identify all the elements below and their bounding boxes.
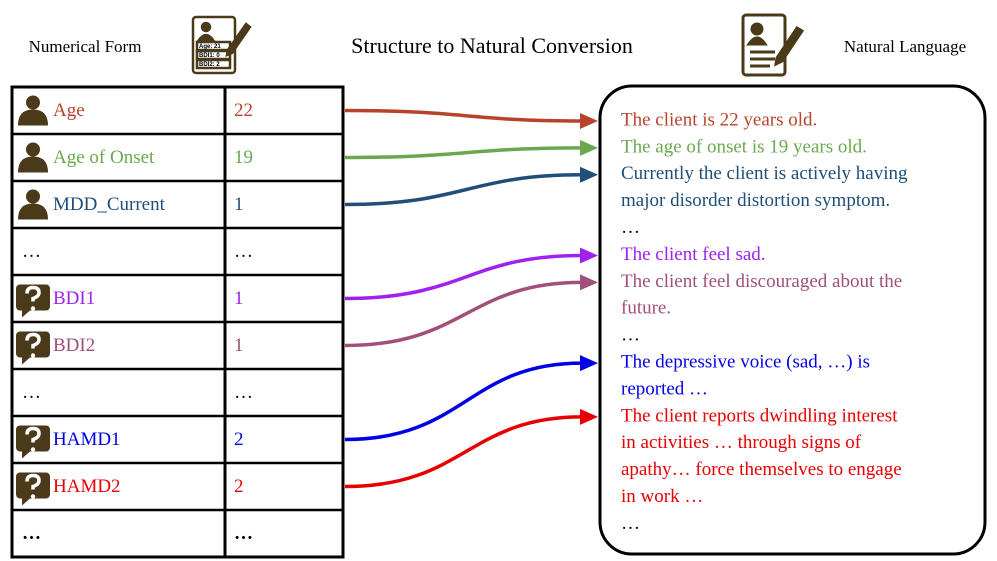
row-label: …: [22, 523, 41, 544]
icon-body: [18, 203, 48, 220]
arrow: [344, 415, 583, 489]
row-label: BDI1: [53, 288, 95, 309]
sentence-line: The depressive voice (sad, …) is: [621, 351, 870, 372]
sentence-line: The client reports dwindling interest: [621, 405, 898, 426]
arrow: [344, 173, 583, 207]
arrow-head: [580, 355, 598, 372]
icon-head: [26, 142, 40, 157]
left-label: Numerical Form: [29, 37, 142, 56]
row-value: …: [234, 241, 253, 262]
row-value: 1: [234, 288, 244, 309]
person-icon: [18, 189, 48, 220]
form-icon-text: Age: 21: [199, 44, 221, 50]
question-icon: [16, 331, 50, 365]
question-icon: [16, 472, 50, 506]
icon-head: [26, 95, 40, 110]
icon-body: [18, 109, 48, 126]
sentence-line: The age of onset is 19 years old.: [621, 136, 867, 157]
row-label: HAMD2: [53, 476, 121, 497]
row-value: 1: [234, 194, 244, 215]
arrow: [344, 253, 583, 301]
title: Structure to Natural Conversion: [351, 33, 633, 58]
arrow: [344, 280, 583, 348]
row-label: …: [22, 241, 41, 262]
icon-dot: [30, 353, 36, 358]
arrow: [344, 108, 583, 123]
sentence-line: …: [621, 513, 640, 534]
arrow-head: [580, 166, 598, 183]
row-label: BDI2: [53, 335, 95, 356]
row-value: 2: [234, 476, 244, 497]
arrow-head: [580, 113, 598, 129]
sentence-line: reported …: [621, 378, 708, 399]
sentence-line: The client feel sad.: [621, 244, 766, 265]
form-icon: [191, 15, 252, 75]
sentence-line: The client feel discouraged about the: [621, 271, 902, 292]
person-icon: [18, 142, 48, 173]
icon-dot: [30, 306, 36, 311]
row-label: …: [22, 382, 41, 403]
sentence-line: Currently the client is actively having: [621, 163, 908, 184]
sentence-line: major disorder distortion symptom.: [621, 190, 890, 211]
form-icon-text: BDI1: 0: [199, 53, 220, 59]
icon-mark: [25, 285, 41, 302]
row-value: 1: [234, 335, 244, 356]
icon-head: [26, 189, 40, 204]
question-icon: [16, 425, 50, 459]
icon-mark: [25, 332, 41, 349]
arrow-head: [580, 408, 598, 425]
language-box: [598, 84, 987, 556]
icon-mark: [25, 473, 41, 490]
arrow-head: [580, 247, 598, 264]
sentence-line: The client is 22 years old.: [621, 109, 817, 130]
sentence-line: in activities … through signs of: [621, 432, 862, 453]
sentence-line: apathy… force themselves to engage: [621, 459, 902, 480]
arrow-head: [580, 139, 598, 156]
arrow: [344, 361, 583, 442]
row-value: 19: [234, 147, 253, 168]
sentence-line: in work …: [621, 486, 703, 507]
arrow-head: [580, 274, 598, 291]
row-label: Age of Onset: [53, 147, 155, 168]
row-label: Age: [53, 100, 85, 121]
question-icon: [16, 284, 50, 318]
icon-dot: [30, 447, 36, 452]
row-value: …: [234, 382, 253, 403]
language-icon: [741, 13, 805, 77]
sentence-line: …: [621, 325, 640, 346]
row-label: MDD_Current: [53, 194, 166, 215]
right-label: Natural Language: [844, 37, 966, 56]
sentence-line: future.: [621, 298, 671, 319]
icon-mark: [25, 426, 41, 443]
row-value: …: [234, 523, 253, 544]
arrow: [344, 146, 583, 160]
form-icon-text: BDI2: 2: [199, 62, 220, 68]
table-border: [10, 85, 345, 559]
row-value: 22: [234, 100, 253, 121]
row-label: HAMD1: [53, 429, 121, 450]
icon-dot: [30, 494, 36, 499]
icon-body: [18, 156, 48, 173]
row-value: 2: [234, 429, 244, 450]
person-icon: [18, 95, 48, 126]
sentence-line: …: [621, 217, 640, 238]
